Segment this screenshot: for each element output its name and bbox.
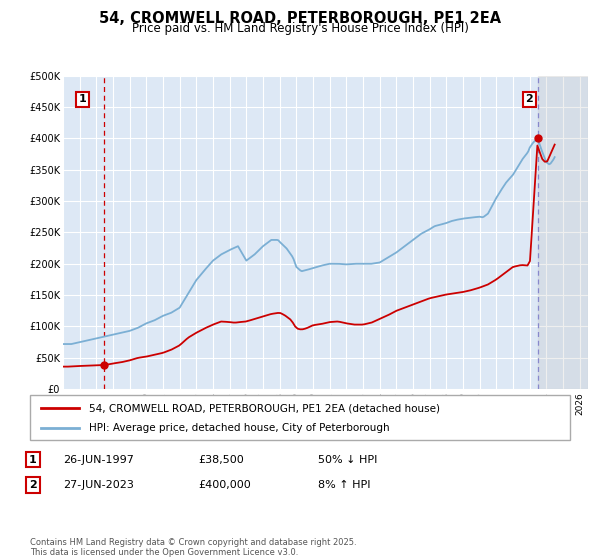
Text: 2: 2 bbox=[526, 95, 533, 104]
Text: £38,500: £38,500 bbox=[198, 455, 244, 465]
Text: 54, CROMWELL ROAD, PETERBOROUGH, PE1 2EA (detached house): 54, CROMWELL ROAD, PETERBOROUGH, PE1 2EA… bbox=[89, 403, 440, 413]
Text: 50% ↓ HPI: 50% ↓ HPI bbox=[318, 455, 377, 465]
Text: 26-JUN-1997: 26-JUN-1997 bbox=[63, 455, 134, 465]
Text: HPI: Average price, detached house, City of Peterborough: HPI: Average price, detached house, City… bbox=[89, 423, 390, 433]
Text: 2: 2 bbox=[29, 480, 37, 490]
Text: 1: 1 bbox=[79, 95, 87, 104]
Text: Contains HM Land Registry data © Crown copyright and database right 2025.
This d: Contains HM Land Registry data © Crown c… bbox=[30, 538, 356, 557]
Text: £400,000: £400,000 bbox=[198, 480, 251, 490]
Text: 27-JUN-2023: 27-JUN-2023 bbox=[63, 480, 134, 490]
Text: 1: 1 bbox=[29, 455, 37, 465]
Text: Price paid vs. HM Land Registry's House Price Index (HPI): Price paid vs. HM Land Registry's House … bbox=[131, 22, 469, 35]
Bar bbox=[538, 76, 588, 389]
Text: 54, CROMWELL ROAD, PETERBOROUGH, PE1 2EA: 54, CROMWELL ROAD, PETERBOROUGH, PE1 2EA bbox=[99, 11, 501, 26]
Text: 8% ↑ HPI: 8% ↑ HPI bbox=[318, 480, 371, 490]
FancyBboxPatch shape bbox=[30, 395, 570, 440]
